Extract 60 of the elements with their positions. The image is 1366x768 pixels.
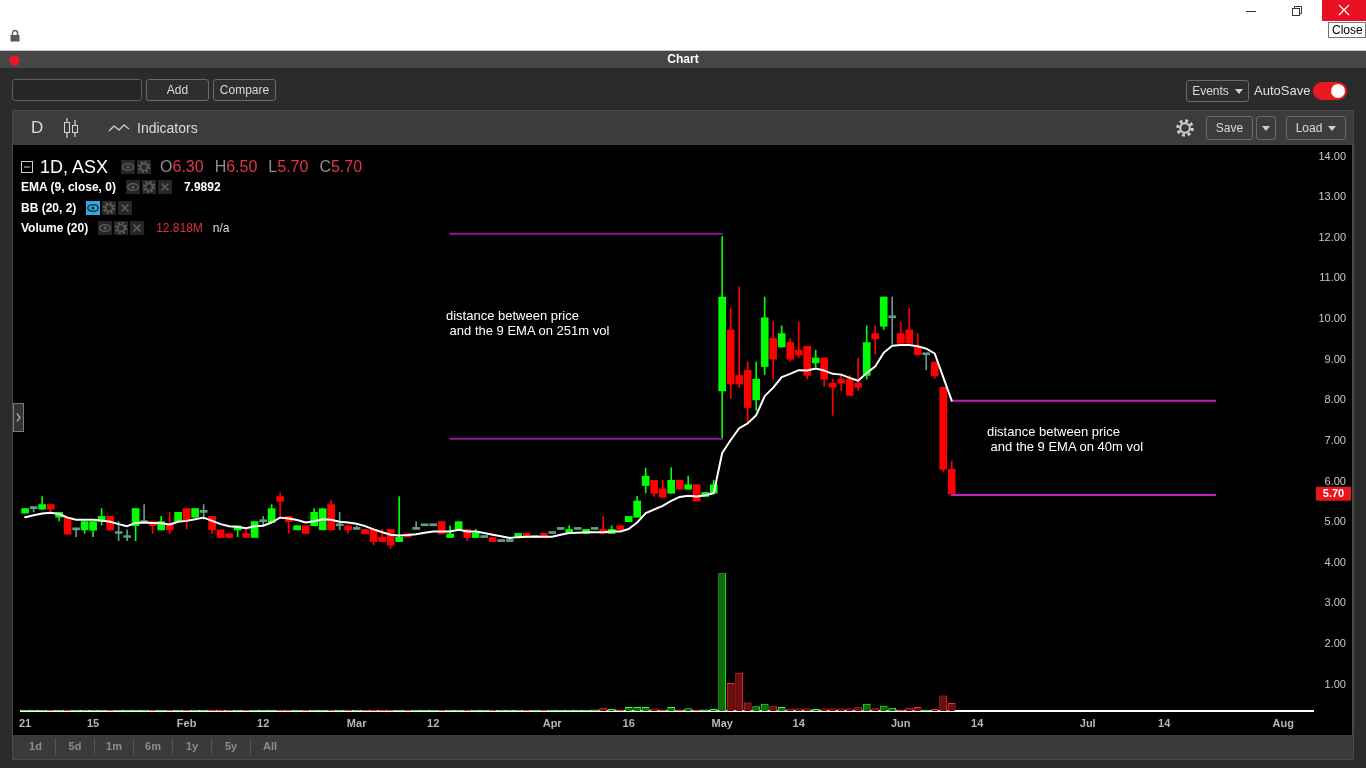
annotation: distance between price and the 9 EMA on 251m vol (446, 308, 610, 338)
x-tick-label: Jul (1079, 716, 1096, 729)
text: 1y (172, 738, 211, 755)
text: AutoSave (1254, 82, 1312, 100)
y-tick-label: 13.00 (1318, 190, 1346, 203)
text: 6m (133, 738, 172, 755)
button: Save (1206, 116, 1253, 140)
x-tick-label: Jun (890, 716, 911, 729)
x-tick-label: 14 (792, 716, 806, 729)
annotation: O6.30 (160, 158, 204, 175)
x-tick-label: 15 (87, 716, 100, 729)
annotation: H6.50 (214, 158, 258, 175)
x-tick-label: Apr (542, 716, 563, 729)
annotation: BB (20, 2) (21, 201, 77, 215)
text: 1m (94, 738, 133, 755)
x-tick-label: Mar (346, 716, 368, 729)
y-tick-label: 7.00 (1324, 433, 1346, 446)
x-tick-label: 12 (257, 716, 270, 729)
annotation: L5.70 (268, 158, 309, 175)
x-tick-label: 16 (622, 716, 635, 729)
button: Events (1186, 80, 1249, 102)
text: All (250, 738, 289, 755)
button: Load (1286, 116, 1346, 140)
text: EMA (9, close, 0) (21, 180, 116, 194)
annotation: n/a (212, 221, 230, 235)
annotation: 12.818M (156, 221, 203, 235)
chart-title: 1D, ASX (40, 156, 109, 178)
x-tick-label: 21 (18, 716, 32, 729)
y-tick-label: 12.00 (1318, 230, 1346, 243)
y-tick-label: 8.00 (1324, 393, 1346, 406)
x-tick-label: May (711, 716, 734, 729)
text: 5y (211, 738, 250, 755)
button: Compare (213, 79, 276, 101)
text: Chart (667, 52, 699, 66)
y-tick-label: 2.00 (1324, 637, 1346, 649)
text: Indicators (137, 119, 199, 137)
y-tick-label: 10.00 (1318, 312, 1346, 324)
y-tick-label: 9.00 (1324, 352, 1346, 365)
x-tick-label: 14 (971, 716, 985, 729)
text: Close (1328, 22, 1366, 38)
y-tick-label: 4.00 (1324, 555, 1346, 568)
y-tick-label: 1.00 (1324, 677, 1346, 690)
annotation: 5.70 (1322, 487, 1345, 500)
x-tick-label: 14 (1158, 716, 1172, 729)
text: 1d (28, 739, 43, 754)
text: 5d (55, 738, 94, 755)
button: Add (146, 79, 209, 101)
y-tick-label: 6.00 (1324, 474, 1346, 487)
annotation: C5.70 (319, 158, 363, 175)
y-tick-label: 14.00 (1318, 149, 1346, 162)
annotation: 7.9892 (183, 180, 221, 194)
y-tick-label: 3.00 (1324, 596, 1346, 609)
x-tick-label: Aug (1272, 716, 1294, 729)
text: D (31, 117, 45, 139)
y-tick-label: 11.00 (1319, 271, 1346, 284)
x-tick-label: Feb (176, 716, 197, 729)
annotation: distance between price and the 9 EMA on 40m vol (987, 424, 1144, 454)
x-tick-label: 12 (427, 716, 440, 729)
annotation: Volume (20) (21, 221, 89, 235)
y-tick-label: 5.00 (1324, 515, 1346, 528)
